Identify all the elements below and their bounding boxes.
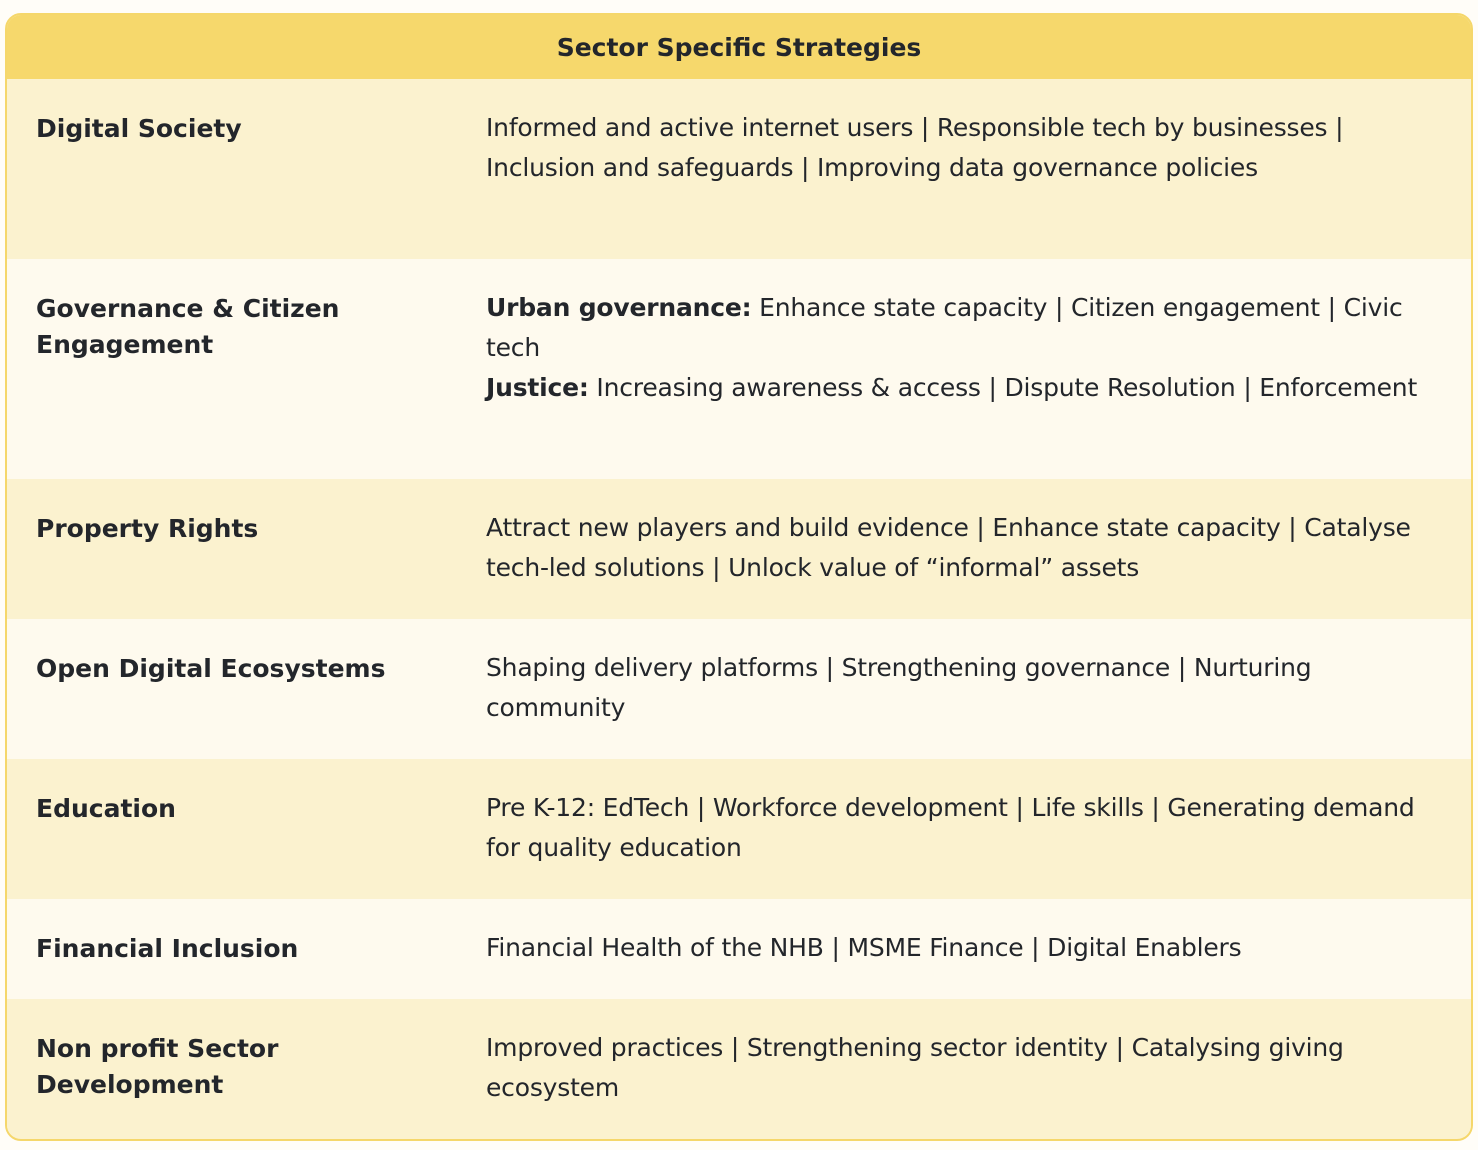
table-row: Financial Inclusion Financial Health of t… xyxy=(7,899,1471,999)
table-row: Education Pre K-12: EdTech | Workforce de… xyxy=(7,759,1471,899)
segment-text: Pre K-12: EdTech | Workforce development… xyxy=(486,793,1415,862)
strategy-segment: Urban governance: Enhance state capacity… xyxy=(486,288,1446,368)
segment-text: Shaping delivery platforms | Strengtheni… xyxy=(486,653,1312,722)
strategy-segment: Informed and active internet users | Res… xyxy=(486,108,1446,188)
segment-text: Informed and active internet users | Res… xyxy=(486,113,1344,182)
sector-label: Non profit Sector Development xyxy=(36,1034,279,1099)
strategy-description: Pre K-12: EdTech | Workforce development… xyxy=(486,788,1446,899)
strategy-segment: Shaping delivery platforms | Strengtheni… xyxy=(486,648,1446,728)
sector-label: Financial Inclusion xyxy=(36,934,299,963)
strategy-segment: Improved practices | Strengthening secto… xyxy=(486,1028,1446,1108)
strategy-description: Urban governance: Enhance state capacity… xyxy=(486,288,1446,479)
table-row: Non profit Sector Development Improved pr… xyxy=(7,999,1471,1137)
sector-label: Digital Society xyxy=(36,114,242,143)
strategy-description: Financial Health of the NHB | MSME Finan… xyxy=(486,928,1446,999)
table-row: Digital Society Informed and active inter… xyxy=(7,79,1471,259)
segment-text: Improved practices | Strengthening secto… xyxy=(486,1033,1344,1102)
segment-text: Attract new players and build evidence |… xyxy=(486,513,1411,582)
sector-label: Open Digital Ecosystems xyxy=(36,654,386,683)
table-body: Digital Society Informed and active inter… xyxy=(7,79,1471,1137)
table-row: Property Rights Attract new players and b… xyxy=(7,479,1471,619)
strategy-description: Attract new players and build evidence |… xyxy=(486,508,1446,619)
sector-label: Property Rights xyxy=(36,514,259,543)
strategy-segment: Justice: Increasing awareness & access |… xyxy=(486,368,1446,408)
table-row: Governance & Citizen Engagement Urban gov… xyxy=(7,259,1471,479)
segment-label: Justice: xyxy=(486,373,589,402)
sector-label: Education xyxy=(36,794,176,823)
strategy-segment: Pre K-12: EdTech | Workforce development… xyxy=(486,788,1446,868)
segment-text: Enhance state capacity | Citizen engagem… xyxy=(486,293,1403,362)
sector-label: Governance & Citizen Engagement xyxy=(36,294,340,359)
strategy-description: Informed and active internet users | Res… xyxy=(486,108,1446,259)
segment-text: Financial Health of the NHB | MSME Finan… xyxy=(486,933,1242,962)
segment-label: Urban governance: xyxy=(486,293,752,322)
sector-strategies-table: Sector Specific Strategies Digital Socie… xyxy=(5,13,1473,1141)
strategy-description: Shaping delivery platforms | Strengtheni… xyxy=(486,648,1446,759)
strategy-description: Improved practices | Strengthening secto… xyxy=(486,1028,1446,1137)
segment-text: Increasing awareness & access | Dispute … xyxy=(588,373,1418,402)
strategy-segment: Attract new players and build evidence |… xyxy=(486,508,1446,588)
strategy-segment: Financial Health of the NHB | MSME Finan… xyxy=(486,928,1446,968)
table-row: Open Digital Ecosystems Shaping delivery … xyxy=(7,619,1471,759)
table-header: Sector Specific Strategies xyxy=(7,15,1471,79)
